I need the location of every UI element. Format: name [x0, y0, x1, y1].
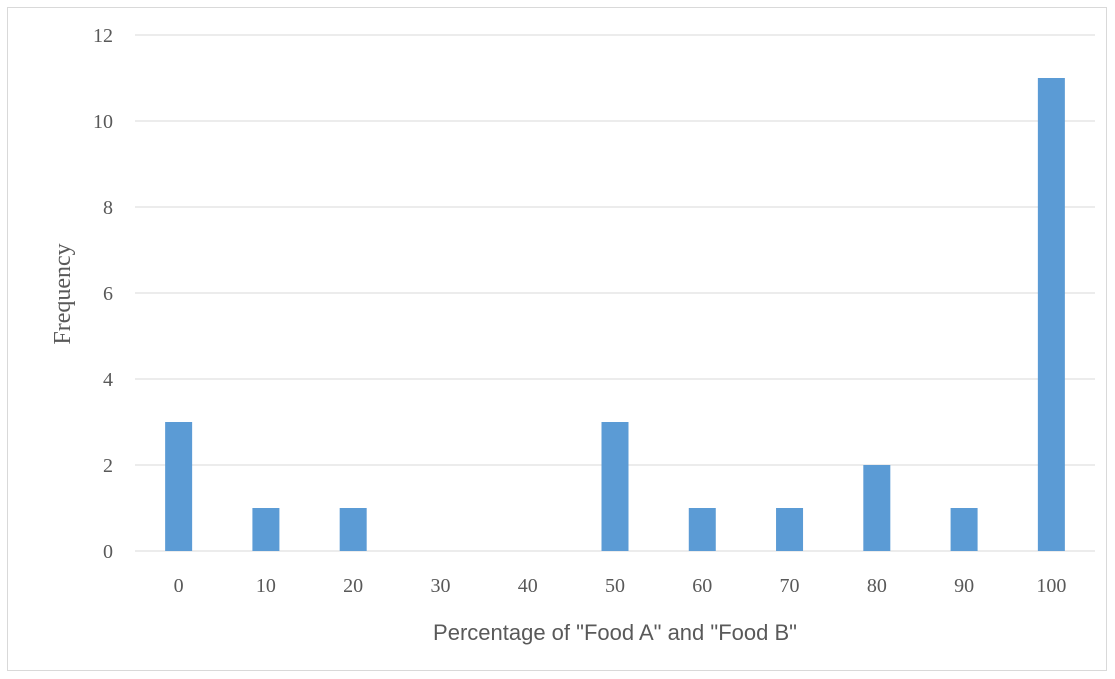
- x-tick-label: 60: [692, 575, 712, 597]
- y-tick-label: 12: [93, 25, 113, 47]
- y-axis-title: Frequency: [50, 243, 76, 344]
- x-tick-label: 80: [867, 575, 887, 597]
- bar-20: [339, 508, 367, 551]
- y-tick-label: 2: [103, 455, 113, 477]
- y-tick-label: 6: [103, 283, 113, 305]
- x-tick-label: 100: [1036, 575, 1066, 597]
- x-tick-labels: 0 10 20 30 40 50 60 70 80 90 100: [174, 575, 1067, 597]
- y-tick-label: 8: [103, 197, 113, 219]
- x-tick-label: 90: [954, 575, 974, 597]
- y-tick-label: 10: [93, 111, 113, 133]
- bar-80: [863, 465, 891, 551]
- y-tick-label: 0: [103, 541, 113, 563]
- bar-0: [165, 422, 193, 551]
- bar-100: [1037, 78, 1065, 551]
- bar-60: [688, 508, 716, 551]
- x-axis-title: Percentage of "Food A" and "Food B": [433, 620, 797, 645]
- bar-10: [252, 508, 280, 551]
- y-tick-labels: 0 2 4 6 8 10 12: [93, 25, 113, 563]
- x-tick-label: 30: [430, 575, 450, 597]
- x-tick-label: 10: [256, 575, 276, 597]
- y-tick-label: 4: [103, 369, 113, 391]
- x-tick-label: 70: [780, 575, 800, 597]
- chart-frame: [7, 7, 1107, 671]
- x-tick-label: 50: [605, 575, 625, 597]
- x-tick-label: 40: [518, 575, 538, 597]
- bar-70: [776, 508, 804, 551]
- bar-90: [950, 508, 978, 551]
- bar-50: [601, 422, 629, 551]
- gridlines: [135, 34, 1095, 552]
- bars: [165, 78, 1065, 551]
- x-tick-label: 20: [343, 575, 363, 597]
- x-tick-label: 0: [174, 575, 184, 597]
